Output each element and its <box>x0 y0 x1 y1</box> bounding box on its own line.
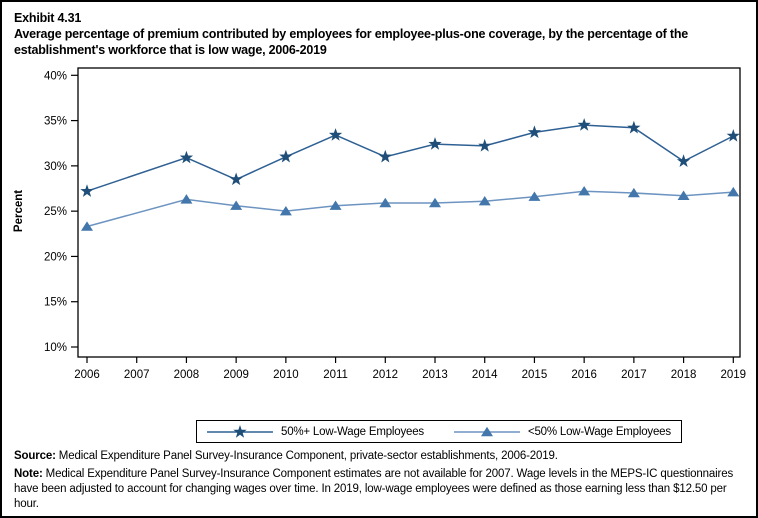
note-line: Note: Medical Expenditure Panel Survey-In… <box>14 467 752 512</box>
svg-text:2006: 2006 <box>74 369 100 381</box>
svg-text:2009: 2009 <box>223 369 249 381</box>
svg-text:2015: 2015 <box>522 369 548 381</box>
title-block: Exhibit 4.31 Average percentage of premi… <box>14 10 752 58</box>
svg-text:2008: 2008 <box>174 369 200 381</box>
legend-item-50plus: 50%+ Low-Wage Employees <box>207 424 424 439</box>
svg-text:15%: 15% <box>44 297 67 309</box>
svg-text:2014: 2014 <box>472 369 498 381</box>
svg-text:25%: 25% <box>44 206 67 218</box>
legend-label-less50: <50% Low-Wage Employees <box>527 425 671 438</box>
source-label: Source: <box>14 450 56 462</box>
svg-text:2010: 2010 <box>273 369 299 381</box>
footer-notes: Source: Medical Expenditure Panel Survey-… <box>14 449 752 515</box>
svg-text:2007: 2007 <box>124 369 150 381</box>
svg-text:2011: 2011 <box>323 369 348 381</box>
exhibit-number: Exhibit 4.31 <box>14 11 82 25</box>
svg-text:2017: 2017 <box>621 369 647 381</box>
svg-text:2012: 2012 <box>372 369 398 381</box>
svg-text:10%: 10% <box>44 342 67 354</box>
triangle-marker-icon <box>453 424 520 439</box>
svg-text:2019: 2019 <box>721 369 747 381</box>
svg-text:30%: 30% <box>44 161 67 173</box>
source-text: Medical Expenditure Panel Survey-Insuran… <box>58 450 558 462</box>
svg-text:40%: 40% <box>44 70 67 82</box>
svg-text:2013: 2013 <box>422 369 448 381</box>
svg-text:2018: 2018 <box>671 369 697 381</box>
star-marker-icon <box>207 424 273 439</box>
legend-label-50plus: 50%+ Low-Wage Employees <box>281 425 424 438</box>
chart-legend: 50%+ Low-Wage Employees <50% Low-Wage Em… <box>196 420 682 443</box>
source-line: Source: Medical Expenditure Panel Survey-… <box>14 449 752 464</box>
svg-text:35%: 35% <box>44 116 67 128</box>
svg-text:20%: 20% <box>44 251 67 263</box>
chart-title: Average percentage of premium contribute… <box>14 27 689 57</box>
legend-item-less50: <50% Low-Wage Employees <box>453 424 671 439</box>
note-text: Medical Expenditure Panel Survey-Insuran… <box>14 468 734 510</box>
line-chart: 40% 35% 30% 25% 20% 15% 10% 2006 2007 2008 2009 201… <box>13 67 747 381</box>
svg-text:Percent: Percent <box>13 190 25 232</box>
note-label: Note: <box>14 468 43 480</box>
svg-text:2016: 2016 <box>571 369 597 381</box>
